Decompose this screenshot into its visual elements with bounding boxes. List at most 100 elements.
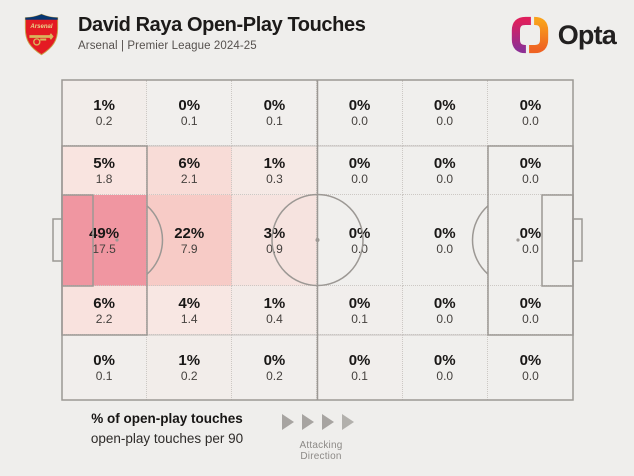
zone-cell: 0% 0.0 [487, 195, 573, 286]
zone-cell: 0% 0.1 [62, 335, 148, 400]
zone-pct: 0% [433, 294, 456, 312]
zone-per90: 0.0 [522, 171, 539, 186]
zone-cell: 0% 0.1 [147, 80, 233, 146]
zone-pct: 0% [263, 97, 286, 114]
zone-pct: 0% [263, 352, 286, 369]
zone-cell: 0% 0.1 [317, 335, 403, 400]
zone-pct: 1% [178, 352, 201, 369]
zone-cell: 0% 0.0 [402, 335, 488, 400]
arsenal-crest-icon: Arsenal [24, 13, 59, 56]
attacking-direction: Attacking Direction [280, 414, 362, 462]
zone-cell: 0% 0.0 [487, 286, 573, 335]
legend: % of open-play touches open-play touches… [62, 411, 272, 446]
attacking-direction-arrows-icon [282, 414, 354, 430]
zone-cell: 0% 0.0 [402, 195, 488, 286]
zone-pct: 0% [93, 352, 115, 369]
zone-per90: 1.8 [95, 171, 113, 186]
header-titles: David Raya Open-Play Touches Arsenal | P… [78, 14, 366, 52]
zone-per90: 0.0 [436, 171, 454, 186]
zone-pct: 6% [93, 294, 115, 312]
zone-cell: 0% 0.0 [487, 80, 573, 146]
zone-per90: 0.0 [522, 369, 539, 383]
zone-cell: 1% 0.4 [232, 286, 318, 335]
zone-per90: 0.1 [95, 369, 113, 383]
attacking-direction-label: Attacking Direction [299, 440, 343, 462]
zone-cell: 1% 0.2 [62, 80, 148, 146]
zone-cell: 6% 2.1 [147, 146, 233, 195]
zone-cell: 0% 0.0 [402, 286, 488, 335]
zone-per90: 0.0 [436, 369, 454, 383]
zone-cell: 0% 0.0 [487, 335, 573, 400]
zone-pct: 0% [433, 352, 456, 369]
zone-cell: 0% 0.0 [402, 80, 488, 146]
zone-per90: 2.2 [95, 311, 113, 326]
zone-cell: 6% 2.2 [62, 286, 148, 335]
zone-cell: 1% 0.3 [232, 146, 318, 195]
zone-cell: 5% 1.8 [62, 146, 148, 195]
zone-per90: 2.1 [180, 171, 198, 186]
zone-per90: 0.0 [436, 241, 454, 256]
zone-cell: 0% 0.0 [317, 80, 403, 146]
zone-per90: 7.9 [180, 241, 198, 256]
pitch-touch-map: 1% 0.2 0% 0.1 0% 0.1 0% 0.0 0% 0.0 0% 0.0 5% 1.… [52, 79, 583, 401]
zone-pct: 49% [89, 224, 120, 242]
zone-cell: 0% 0.0 [487, 146, 573, 195]
opta-brand: Opta [510, 15, 617, 55]
crest-club-name: Arsenal [29, 24, 53, 30]
opta-logo-icon [511, 16, 548, 54]
zone-per90: 0.4 [266, 311, 283, 326]
zone-cell: 22% 7.9 [147, 195, 233, 286]
zone-per90: 0.2 [95, 114, 113, 128]
zone-cell: 0% 0.0 [317, 146, 403, 195]
zone-pct: 0% [433, 97, 456, 114]
zone-cell: 4% 1.4 [147, 286, 233, 335]
zone-pct: 1% [263, 154, 286, 172]
zone-pct: 3% [263, 224, 286, 242]
zone-cell: 0% 0.0 [317, 195, 403, 286]
zone-pct: 0% [519, 352, 542, 369]
zone-pct: 1% [263, 294, 286, 312]
legend-primary-label: % of open-play touches [91, 411, 243, 426]
zone-pct: 0% [348, 352, 371, 369]
legend-secondary-label: open-play touches per 90 [90, 431, 244, 446]
zone-pct: 0% [348, 97, 371, 114]
zone-pct: 0% [433, 224, 456, 242]
zone-grid: 1% 0.2 0% 0.1 0% 0.1 0% 0.0 0% 0.0 0% 0.0 5% 1.… [62, 80, 573, 400]
zone-cell: 0% 0.0 [402, 146, 488, 195]
zone-per90: 1.4 [180, 311, 198, 326]
zone-cell: 3% 0.9 [232, 195, 318, 286]
zone-per90: 0.1 [351, 369, 368, 383]
zone-per90: 0.0 [351, 241, 368, 256]
zone-pct: 0% [433, 154, 456, 172]
zone-pct: 4% [178, 294, 201, 312]
zone-per90: 0.1 [351, 311, 368, 326]
page-title: David Raya Open-Play Touches [78, 14, 366, 36]
zone-per90: 0.2 [266, 369, 283, 383]
zone-per90: 0.0 [436, 311, 454, 326]
zone-cell: 0% 0.2 [232, 335, 318, 400]
zone-pct: 0% [519, 224, 542, 242]
zone-pct: 1% [93, 97, 115, 114]
zone-pct: 0% [519, 97, 542, 114]
zone-pct: 0% [519, 154, 542, 172]
zone-per90: 0.0 [351, 114, 368, 128]
zone-cell: 0% 0.1 [232, 80, 318, 146]
zone-cell: 49% 17.5 [62, 195, 148, 286]
zone-pct: 0% [348, 224, 371, 242]
zone-per90: 0.0 [436, 114, 454, 128]
zone-per90: 0.0 [351, 171, 368, 186]
zone-pct: 0% [519, 294, 542, 312]
zone-pct: 22% [174, 224, 205, 242]
zone-cell: 1% 0.2 [147, 335, 233, 400]
zone-pct: 0% [348, 154, 371, 172]
zone-per90: 0.9 [266, 241, 283, 256]
zone-per90: 0.1 [266, 114, 283, 128]
zone-pct: 6% [178, 154, 201, 172]
zone-per90: 0.3 [266, 171, 283, 186]
zone-per90: 0.0 [522, 241, 539, 256]
zone-per90: 0.0 [522, 114, 539, 128]
zone-per90: 0.2 [180, 369, 198, 383]
zone-cell: 0% 0.1 [317, 286, 403, 335]
zone-pct: 0% [348, 294, 371, 312]
